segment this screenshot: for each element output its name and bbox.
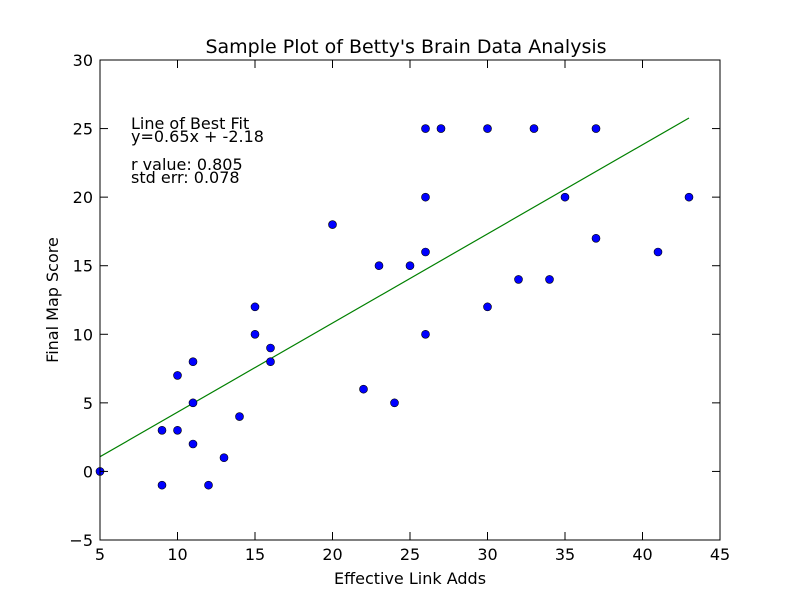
x-tick-label: 45 [710,545,730,564]
y-tick-label: 0 [83,462,93,481]
data-point [250,302,260,312]
x-tick-label: 5 [95,545,105,564]
data-point [560,192,570,202]
data-point [529,124,539,133]
data-point [235,412,244,421]
data-point [653,247,663,257]
annotation-line-2: y=0.65x + -2.18 [131,127,264,146]
y-tick-label: 5 [83,394,93,413]
data-point [173,425,182,435]
data-point [421,247,430,257]
x-tick-label: 20 [322,545,342,564]
x-axis-label: Effective Link Adds [334,569,486,588]
data-point [436,124,446,133]
data-point [188,439,198,449]
data-point [405,261,415,271]
x-tick-label: 10 [167,545,187,564]
data-point [374,261,384,271]
data-point [266,357,275,367]
data-point [483,124,492,133]
data-point [250,329,260,339]
x-tick-label: 15 [245,545,265,564]
data-point [359,384,368,394]
data-point [390,398,399,408]
y-tick-label: 25 [73,120,93,139]
annotation-line-1: Line of Best Fit [131,114,249,133]
data-point [157,480,167,490]
x-tick-label: 40 [632,545,652,564]
data-point [421,329,430,339]
data-point [157,425,167,435]
data-point [545,275,554,284]
y-tick-label: 30 [73,51,93,70]
best-fit-line [100,117,690,458]
data-point [204,480,213,490]
x-tick-label: 25 [400,545,420,564]
annotation-line-4: std err: 0.078 [131,168,240,187]
data-point [173,371,182,380]
data-point [219,453,229,463]
data-point [514,275,523,284]
y-tick-label: 10 [73,325,93,344]
y-tick-label: 20 [73,188,93,207]
data-point [591,124,601,133]
annotation-line-3: r value: 0.805 [131,155,243,174]
data-point [328,220,337,229]
data-point [591,233,601,243]
chart-title: Sample Plot of Betty's Brain Data Analys… [205,36,606,58]
y-tick-label: −5 [69,531,93,550]
data-point [188,357,198,367]
data-point [421,124,430,133]
x-tick-label: 30 [477,545,497,564]
x-tick-label: 35 [555,545,575,564]
data-point [188,398,198,408]
data-point [684,192,694,202]
data-point [483,302,492,312]
data-point [266,343,275,353]
y-tick-label: 15 [73,257,93,276]
data-point [421,192,430,202]
y-axis-label: Final Map Score [43,237,62,363]
